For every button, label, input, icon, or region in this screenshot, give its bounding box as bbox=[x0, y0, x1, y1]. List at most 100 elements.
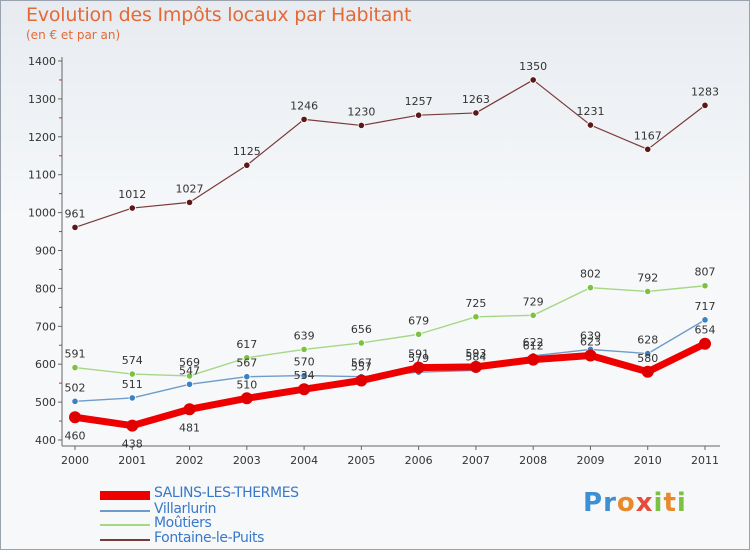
data-point bbox=[240, 392, 253, 405]
data-point bbox=[469, 360, 482, 373]
x-tick-label: 2005 bbox=[347, 454, 375, 467]
data-label: 1246 bbox=[290, 99, 318, 112]
x-tick-label: 2008 bbox=[519, 454, 547, 467]
data-point bbox=[644, 349, 652, 358]
data-label: 567 bbox=[236, 357, 257, 370]
data-label: 792 bbox=[637, 271, 658, 284]
data-label: 1125 bbox=[233, 145, 261, 158]
data-label: 557 bbox=[351, 360, 372, 373]
data-label: 593 bbox=[465, 347, 486, 360]
proxiti-logo: Proxiti bbox=[583, 488, 687, 518]
data-point bbox=[584, 349, 597, 362]
data-point bbox=[183, 403, 196, 416]
series-line-2 bbox=[74, 285, 706, 377]
data-label: 570 bbox=[294, 356, 315, 369]
legend-swatch bbox=[100, 510, 150, 512]
data-point bbox=[529, 76, 537, 84]
y-tick-label: 800 bbox=[35, 282, 56, 295]
legend-label: SALINS-LES-THERMES bbox=[154, 485, 299, 501]
data-label: 1231 bbox=[576, 105, 604, 118]
data-label: 1230 bbox=[347, 105, 375, 118]
data-point bbox=[243, 354, 251, 362]
data-point bbox=[472, 313, 480, 321]
x-tick-label: 2001 bbox=[118, 454, 146, 467]
y-tick-label: 1100 bbox=[28, 169, 56, 182]
chart-title: Evolution des Impôts locaux par Habitant bbox=[26, 4, 412, 26]
data-label: 510 bbox=[236, 378, 257, 391]
data-label: 717 bbox=[695, 300, 716, 313]
data-label: 1350 bbox=[519, 60, 547, 73]
data-label: 656 bbox=[351, 323, 372, 336]
data-label: 729 bbox=[523, 295, 544, 308]
y-tick-label: 1300 bbox=[28, 93, 56, 106]
data-label: 1257 bbox=[405, 95, 433, 108]
data-label: 438 bbox=[122, 438, 143, 451]
data-point bbox=[300, 345, 308, 354]
data-point bbox=[128, 370, 136, 378]
x-tick-label: 2007 bbox=[462, 454, 490, 467]
x-tick-label: 2000 bbox=[61, 454, 89, 467]
y-tick-label: 900 bbox=[35, 245, 56, 258]
y-tick-label: 400 bbox=[35, 434, 56, 447]
data-label: 511 bbox=[122, 378, 143, 391]
data-point bbox=[644, 145, 652, 153]
data-label: 612 bbox=[523, 340, 544, 353]
data-label: 961 bbox=[65, 207, 86, 220]
data-label: 639 bbox=[294, 329, 315, 342]
data-label: 591 bbox=[408, 348, 429, 361]
data-point bbox=[243, 161, 251, 169]
data-point bbox=[71, 364, 79, 372]
data-point bbox=[128, 204, 136, 212]
data-label: 725 bbox=[465, 297, 486, 310]
legend-swatch bbox=[100, 539, 150, 541]
series-line-3 bbox=[74, 79, 706, 228]
data-label: 1027 bbox=[176, 182, 204, 195]
data-label: 628 bbox=[637, 334, 658, 347]
x-tick-label: 2011 bbox=[691, 454, 719, 467]
y-tick-label: 1400 bbox=[28, 55, 56, 68]
data-point bbox=[699, 337, 711, 350]
data-label: 1283 bbox=[691, 85, 719, 98]
data-label: 591 bbox=[65, 348, 86, 361]
data-point bbox=[415, 111, 423, 119]
data-point bbox=[71, 223, 79, 231]
data-label: 679 bbox=[408, 314, 429, 327]
x-tick-label: 2002 bbox=[176, 454, 204, 467]
data-label: 547 bbox=[179, 364, 200, 377]
data-point bbox=[586, 121, 595, 129]
data-label: 1263 bbox=[462, 93, 490, 106]
data-point bbox=[529, 311, 537, 319]
x-tick-label: 2006 bbox=[405, 454, 433, 467]
x-tick-label: 2010 bbox=[634, 454, 662, 467]
y-tick-label: 600 bbox=[35, 358, 56, 371]
data-point bbox=[472, 109, 480, 117]
data-label: 579 bbox=[408, 352, 429, 365]
data-point bbox=[300, 115, 308, 123]
x-tick-label: 2004 bbox=[290, 454, 318, 467]
data-point bbox=[185, 380, 194, 388]
data-label: 584 bbox=[465, 350, 486, 363]
data-point bbox=[641, 365, 654, 378]
y-tick-label: 500 bbox=[35, 396, 56, 409]
data-point bbox=[243, 373, 251, 381]
data-point bbox=[185, 198, 194, 206]
data-label: 567 bbox=[351, 357, 372, 370]
x-tick-label: 2009 bbox=[576, 454, 604, 467]
data-point bbox=[415, 330, 423, 338]
data-point bbox=[701, 316, 709, 324]
data-point bbox=[355, 374, 368, 387]
y-tick-label: 1000 bbox=[28, 207, 56, 220]
data-point bbox=[357, 121, 365, 130]
data-point bbox=[185, 372, 194, 380]
series-line-0 bbox=[71, 340, 709, 430]
data-point bbox=[69, 411, 81, 424]
data-point bbox=[527, 353, 540, 366]
data-label: 1012 bbox=[118, 188, 146, 201]
data-label: 639 bbox=[580, 329, 601, 342]
legend-label: Villarlurin bbox=[154, 501, 217, 517]
data-point bbox=[701, 282, 709, 290]
data-label: 580 bbox=[637, 352, 658, 365]
data-point bbox=[128, 394, 136, 402]
